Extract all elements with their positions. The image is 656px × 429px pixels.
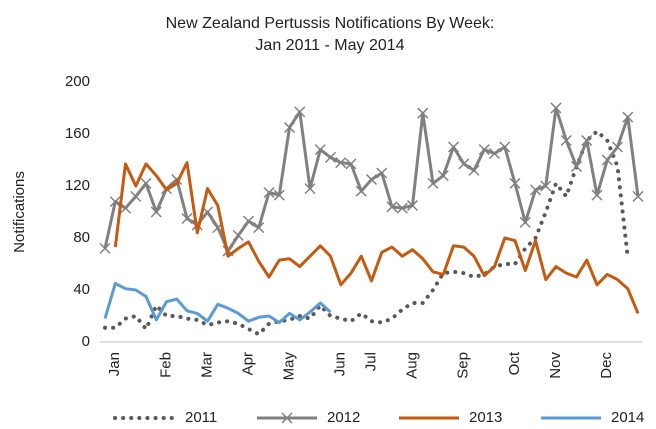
- chart-title: New Zealand Pertussis Notifications By W…: [166, 15, 495, 32]
- series-marker: [581, 134, 593, 147]
- x-tick-label: Mar: [198, 352, 215, 378]
- series-marker: [99, 242, 111, 254]
- x-tick-label: Jan: [106, 352, 123, 376]
- legend-label: 2012: [327, 409, 360, 426]
- legend-marker: [281, 412, 293, 424]
- series-line: [103, 282, 332, 324]
- legend-label: 2011: [185, 409, 217, 426]
- series-marker: [437, 170, 449, 182]
- y-axis-label: Notifications: [11, 171, 28, 253]
- series-marker: [140, 177, 152, 189]
- series-marker: [468, 164, 480, 176]
- series-line: [113, 161, 640, 314]
- x-tick-label: Feb: [157, 352, 174, 378]
- series-marker: [478, 144, 490, 156]
- series-marker: [335, 157, 347, 169]
- series-marker: [130, 190, 142, 202]
- series-marker: [181, 212, 193, 225]
- y-tick-label: 200: [65, 73, 90, 90]
- chart-subtitle: Jan 2011 - May 2014: [255, 37, 404, 54]
- y-tick-label: 40: [73, 281, 90, 298]
- series-marker: [447, 141, 460, 153]
- series-marker: [550, 102, 562, 114]
- series-marker: [119, 202, 132, 214]
- series-marker: [273, 189, 285, 201]
- series-marker: [365, 173, 378, 186]
- series-line: [103, 129, 630, 337]
- series-marker: [611, 141, 624, 153]
- x-tick-label: Jul: [362, 352, 379, 371]
- x-tick-label: Jun: [332, 352, 349, 376]
- series-marker: [417, 107, 429, 119]
- series-marker: [150, 206, 162, 218]
- series-marker: [622, 111, 634, 123]
- x-tick-label: May: [280, 352, 297, 381]
- series-marker: [560, 134, 572, 147]
- series-marker: [632, 190, 644, 202]
- series-marker: [253, 222, 265, 234]
- x-tick-label: Sep: [455, 352, 472, 379]
- series-marker: [242, 215, 255, 227]
- series-marker: [406, 199, 419, 212]
- y-tick-label: 0: [82, 333, 90, 350]
- series-marker: [519, 216, 531, 228]
- legend-label: 2014: [611, 409, 644, 426]
- series-marker: [427, 177, 439, 189]
- series-marker: [540, 180, 552, 192]
- series-marker: [345, 158, 357, 170]
- x-tick-label: Oct: [506, 351, 523, 375]
- series-marker: [232, 229, 244, 241]
- series-marker: [529, 184, 542, 196]
- series-marker: [458, 158, 470, 170]
- series-marker: [509, 177, 521, 189]
- series-marker: [109, 196, 121, 208]
- x-tick-label: Apr: [239, 352, 256, 375]
- series-marker: [376, 167, 388, 179]
- series-marker: [591, 189, 603, 201]
- series-marker: [570, 160, 583, 173]
- series-marker: [294, 106, 306, 118]
- series-marker: [386, 201, 398, 213]
- x-tick-label: Dec: [598, 352, 615, 379]
- series-marker: [396, 202, 408, 214]
- series-marker: [601, 154, 613, 166]
- y-tick-label: 160: [65, 125, 90, 142]
- series-marker: [304, 183, 316, 195]
- x-tick-label: Nov: [547, 352, 564, 379]
- series-marker: [324, 151, 337, 163]
- series-marker: [263, 186, 275, 199]
- y-tick-label: 120: [65, 177, 90, 194]
- series-marker: [314, 144, 326, 156]
- legend-label: 2013: [469, 409, 502, 426]
- series-marker: [488, 147, 501, 160]
- x-tick-label: Aug: [403, 352, 420, 379]
- y-tick-label: 80: [73, 229, 90, 246]
- series-marker: [355, 185, 367, 197]
- series-marker: [499, 141, 511, 153]
- series-marker: [283, 121, 296, 134]
